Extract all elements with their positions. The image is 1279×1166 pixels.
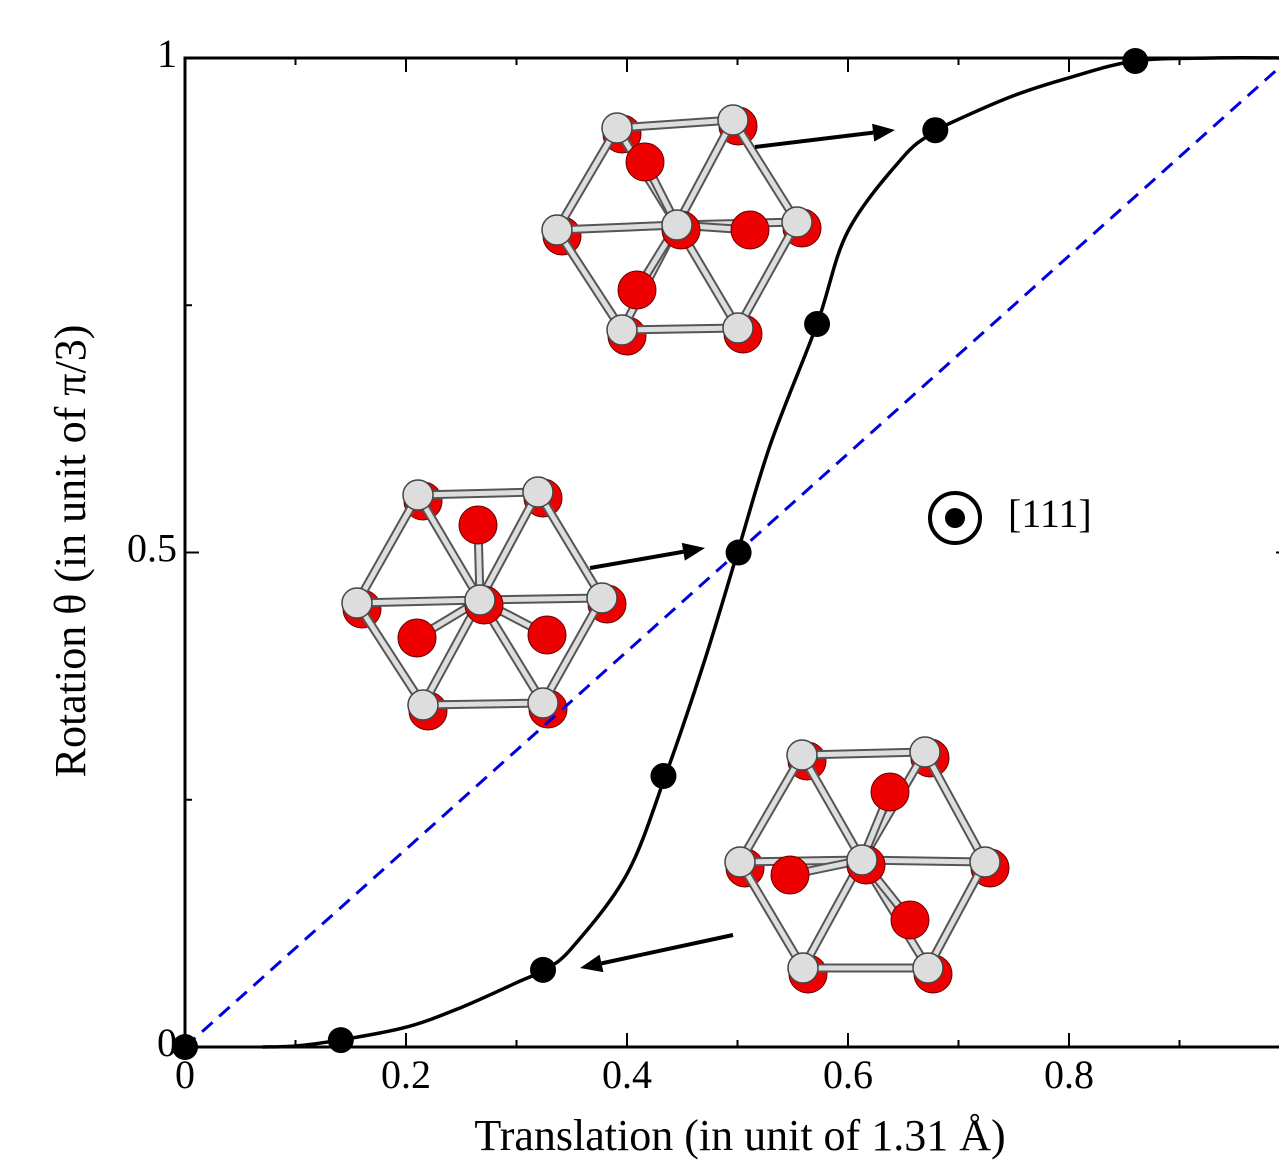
atom-gray [970,847,1000,877]
atom-red [891,901,929,939]
decorations [342,105,1009,993]
arrow [755,133,873,147]
data-point [726,540,752,566]
arrow [590,552,683,568]
atom-gray [523,477,553,507]
atom-gray [528,688,558,718]
x-tick-label: 0.2 [381,1052,431,1097]
atom-red [626,143,664,181]
bond [538,492,602,598]
atom-gray [788,953,818,983]
atom-gray [408,690,438,720]
y-tick-label: 0.5 [127,526,177,571]
atom-gray [662,210,692,240]
bond [357,495,418,603]
atom-red [871,773,909,811]
atom-gray [847,845,877,875]
bond [740,755,802,862]
atom-red [459,506,497,544]
atom-gray [602,113,632,143]
bond [622,328,738,330]
series-line [262,58,1279,1047]
atom-gray [913,953,943,983]
chart: Translation (in unit of 1.31 Å) Rotation… [0,0,1279,1166]
atom-gray [403,480,433,510]
bond [802,752,925,755]
atom-gray [723,313,753,343]
atom-red [771,856,809,894]
bond [925,752,985,862]
data-point [172,1034,198,1060]
bond [928,862,985,968]
arrow-head [580,955,603,973]
arrow [602,935,733,963]
atom-gray [910,737,940,767]
axis-symbol-dot [945,508,965,528]
atom-red [731,211,769,249]
bond [677,120,733,225]
x-tick-label: 0.8 [1044,1052,1094,1097]
atom-gray [607,315,637,345]
y-axis-label: Rotation θ (in unit of π/3) [46,325,95,778]
atom-red [398,619,436,657]
data-point [328,1027,354,1053]
data-point [1122,48,1148,74]
bond [733,120,797,222]
data-point [804,311,830,337]
arrow-head [682,543,705,561]
bond [423,703,543,705]
bond [557,230,622,330]
x-axis-label: Translation (in unit of 1.31 Å) [474,1111,1005,1160]
atom-gray [787,740,817,770]
bond [480,492,538,600]
data-point [530,957,556,983]
atom-gray [542,215,572,245]
annotation: [111] [1008,491,1092,536]
atom-red [528,616,566,654]
atom-gray [725,847,755,877]
data-point [922,117,948,143]
cluster [725,737,1009,993]
atom-gray [342,588,372,618]
bond [418,492,538,495]
x-tick-label: 0.4 [602,1052,652,1097]
data-point [650,763,676,789]
atom-gray [782,207,812,237]
arrow-head [872,124,895,142]
atom-gray [587,583,617,613]
bond [557,128,617,230]
y-tick-label: 1 [157,31,177,76]
atom-red [618,271,656,309]
atom-gray [718,105,748,135]
atom-gray [465,585,495,615]
bond [802,755,862,860]
x-tick-label: 0.6 [823,1052,873,1097]
bond [357,600,480,603]
